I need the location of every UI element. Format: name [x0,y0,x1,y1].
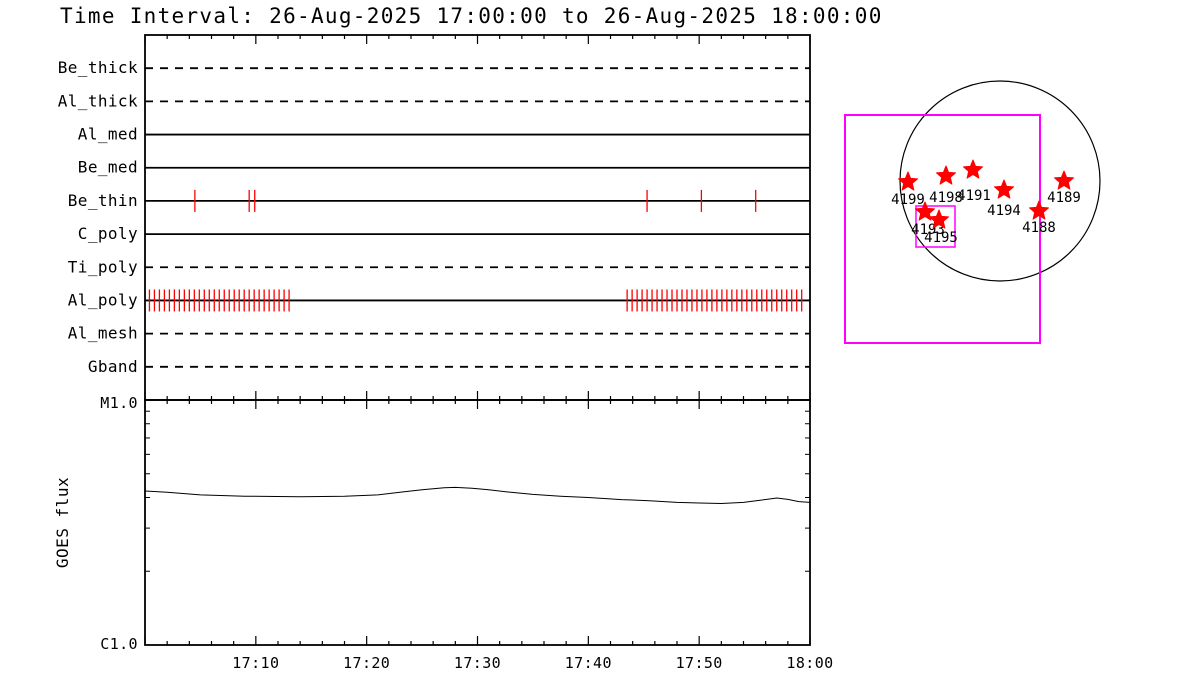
filter-row-label-Ti_poly: Ti_poly [68,257,138,276]
active-region-star-4189 [1054,170,1074,190]
filter-row-label-C_poly: C_poly [78,224,138,243]
x-tick-label-17:40: 17:40 [565,654,612,672]
active-region-star-4198 [936,165,956,185]
filter-row-label-Gband: Gband [88,357,138,376]
active-region-label-4195: 4195 [924,230,958,246]
goes-y-axis-title: GOES flux [53,477,72,568]
solar-limb-circle [899,80,1101,282]
fov-box [844,114,1041,344]
active-region-star-4194 [994,179,1014,199]
filter-row-label-Be_thick: Be_thick [58,58,138,77]
active-region-label-4188: 4188 [1022,220,1056,236]
filter-row-label-Be_thin: Be_thin [68,191,138,210]
timeline-panel-border [144,34,811,401]
active-region-star-4193 [915,201,935,221]
goes-flux-panel: M1.0 C1.0 GOES flux 17:10 17:20 17:30 17:40 17:… [53,394,833,672]
goes-panel-border [144,399,811,646]
active-region-label-4189: 4189 [1047,190,1081,206]
active-region-star-4191 [963,159,983,179]
x-tick-label-17:20: 17:20 [343,654,390,672]
filter-row-label-Al_med: Al_med [78,125,138,144]
filter-row-label-Al_poly: Al_poly [68,290,138,309]
active-region-label-4191: 4191 [957,188,991,204]
active-region-star-4188 [1029,200,1049,220]
goes-ymin-label: C1.0 [100,635,138,653]
plot-title: Time Interval: 26-Aug-2025 17:00:00 to 2… [60,4,883,28]
x-tick-label-17:50: 17:50 [676,654,723,672]
filter-timeline-panel: Be_thick Al_thick Al_med Be_med Be_thin C_pol… [58,34,811,401]
active-region-star-4195 [929,209,949,229]
filter-row-label-Al_mesh: Al_mesh [68,324,138,343]
x-tick-label-18:00: 18:00 [786,654,833,672]
x-tick-label-17:10: 17:10 [232,654,279,672]
goes-flux-curve [144,486,811,504]
active-region-label-4194: 4194 [987,203,1021,219]
active-region-label-4198: 4198 [929,190,963,206]
active-region-label-4199: 4199 [891,192,925,208]
target-box [915,205,956,248]
x-tick-label-17:30: 17:30 [454,654,501,672]
active-region-star-4199 [898,171,918,191]
filter-row-label-Al_thick: Al_thick [58,91,138,110]
filter-row-label-Be_med: Be_med [78,158,138,177]
goes-ymax-label: M1.0 [100,394,138,412]
